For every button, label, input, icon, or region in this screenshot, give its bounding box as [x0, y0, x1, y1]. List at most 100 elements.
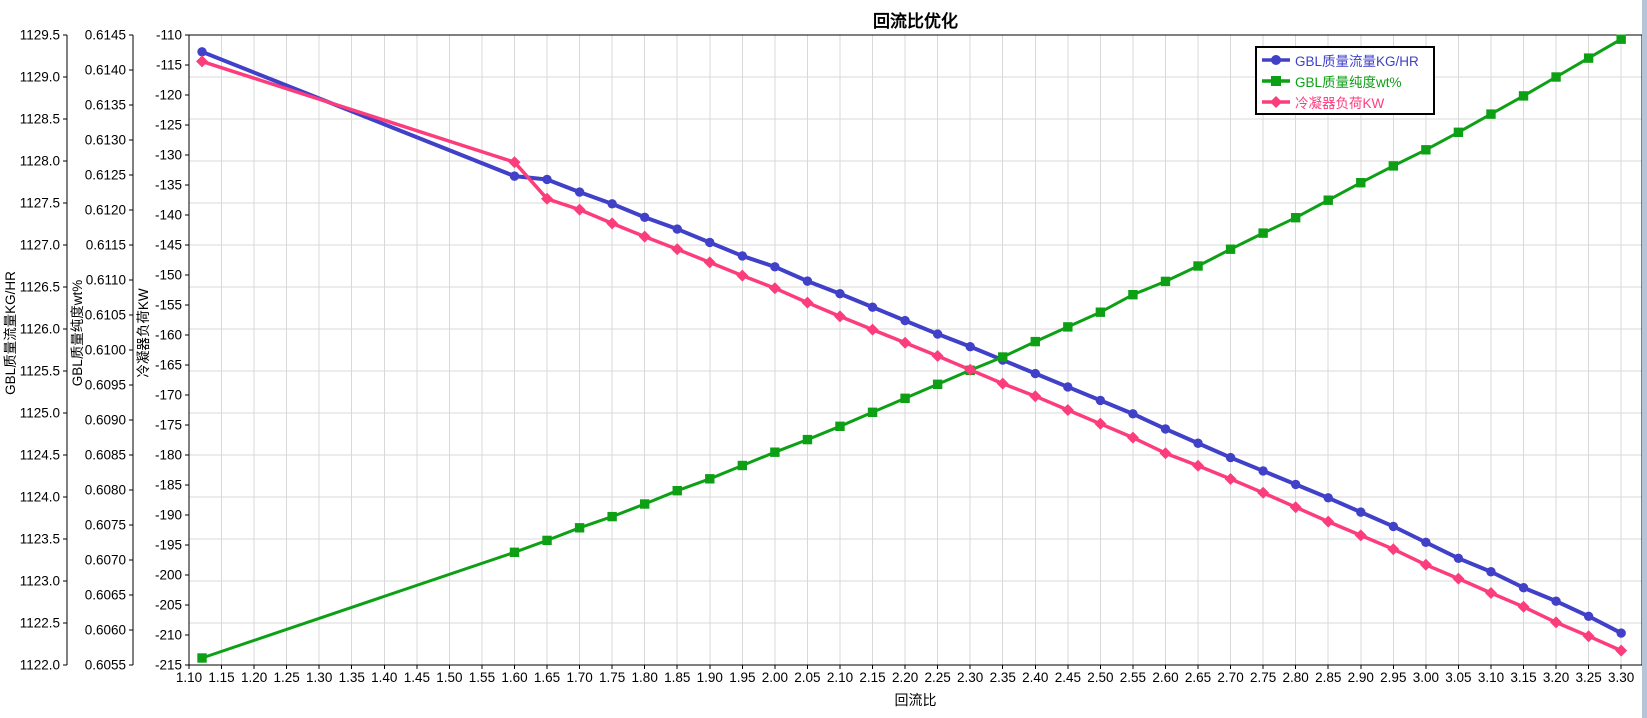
y-tick-label-condenser: -185: [155, 478, 182, 493]
marker-diamond: [671, 243, 684, 256]
marker-circle: [1616, 628, 1626, 638]
marker-square: [1193, 261, 1203, 271]
marker-circle: [1486, 567, 1496, 577]
marker-square: [1421, 145, 1431, 155]
y-tick-label-purity: 0.6110: [86, 273, 126, 288]
y-tick-label-flow: 1124.5: [20, 448, 60, 463]
x-tick-label: 2.95: [1380, 670, 1406, 685]
marker-circle: [574, 187, 585, 197]
marker-square: [574, 523, 585, 533]
marker-diamond: [1387, 543, 1400, 556]
marker-square: [542, 535, 552, 546]
marker-circle: [1421, 537, 1431, 548]
x-tick-label: 2.55: [1120, 670, 1146, 685]
x-tick-label: 1.95: [729, 670, 755, 685]
x-tick-label: 1.35: [339, 670, 365, 685]
marker-circle: [1356, 507, 1366, 517]
marker-square: [1583, 53, 1594, 63]
marker-diamond: [931, 350, 944, 362]
marker-diamond: [1452, 572, 1465, 585]
x-axis-title: 回流比: [894, 692, 937, 708]
marker-square: [932, 379, 943, 389]
marker-square: [509, 547, 520, 557]
marker-circle: [1030, 368, 1040, 379]
marker-diamond: [1484, 587, 1497, 599]
x-tick-label: 3.30: [1608, 670, 1634, 685]
marker-circle: [1453, 553, 1464, 564]
marker-diamond: [1094, 417, 1107, 430]
y-tick-label-flow: 1128.5: [20, 112, 60, 127]
marker-diamond: [833, 310, 846, 323]
marker-square: [1030, 336, 1040, 347]
x-tick-label: 1.70: [566, 670, 592, 685]
y-tick-label-condenser: -135: [155, 178, 182, 193]
y-tick-label-purity: 0.6105: [85, 308, 126, 323]
marker-square: [1453, 127, 1464, 137]
marker-diamond: [1224, 473, 1237, 485]
legend-item-purity: GBL质量纯度wt%: [1261, 70, 1429, 91]
marker-square: [802, 434, 813, 445]
x-tick-label: 2.80: [1283, 670, 1309, 685]
marker-circle: [737, 251, 748, 261]
marker-diamond: [768, 282, 781, 295]
y-tick-label-condenser: -215: [155, 658, 182, 673]
y-tick-label-purity: 0.6100: [85, 343, 126, 358]
marker-square: [770, 447, 780, 457]
y-tick-label-condenser: -175: [155, 418, 182, 433]
x-tick-label: 2.05: [794, 670, 820, 685]
marker-circle: [867, 302, 878, 312]
marker-diamond: [1550, 616, 1563, 629]
y-tick-label-condenser: -165: [155, 358, 182, 373]
marker-diamond: [573, 203, 586, 216]
chart-title: 回流比优化: [873, 12, 958, 31]
y-tick-label-condenser: -205: [155, 598, 182, 613]
marker-square: [705, 474, 715, 484]
y-tick-label-condenser: -210: [155, 628, 182, 643]
x-tick-label: 1.60: [501, 670, 527, 685]
x-tick-label: 1.10: [176, 670, 202, 685]
marker-diamond: [1257, 486, 1270, 499]
x-tick-label: 2.70: [1217, 670, 1243, 685]
marker-circle: [965, 341, 975, 352]
x-tick-label: 1.55: [469, 670, 495, 685]
y-tick-label-purity: 0.6070: [85, 553, 126, 568]
marker-square: [1551, 72, 1561, 82]
marker-circle: [1193, 438, 1203, 448]
marker-diamond: [196, 55, 209, 68]
x-tick-label: 2.85: [1315, 670, 1341, 685]
y-tick-label-purity: 0.6125: [85, 168, 126, 183]
marker-diamond: [703, 256, 716, 269]
y-tick-label-flow: 1126.0: [20, 322, 60, 337]
x-tick-label: 3.00: [1413, 670, 1439, 685]
y-tick-label-condenser: -140: [155, 208, 182, 223]
marker-circle: [1160, 424, 1171, 434]
marker-square: [672, 486, 682, 496]
marker-diamond: [1354, 529, 1367, 542]
x-tick-label: 2.90: [1348, 670, 1374, 685]
x-tick-label: 1.90: [697, 670, 723, 685]
y-tick-label-purity: 0.6080: [85, 483, 126, 498]
y-tick-label-condenser: -150: [155, 268, 182, 283]
marker-diamond: [1517, 600, 1530, 613]
marker-square: [1616, 34, 1626, 44]
y-tick-label-purity: 0.6075: [85, 518, 126, 533]
x-tick-label: 1.25: [274, 670, 300, 685]
y-tick-label-condenser: -110: [156, 28, 182, 43]
y-tick-label-purity: 0.6065: [85, 588, 126, 603]
x-tick-label: 3.05: [1445, 670, 1471, 685]
y-tick-label-condenser: -200: [155, 568, 182, 583]
x-tick-label: 3.10: [1478, 670, 1504, 685]
marker-circle: [197, 47, 207, 57]
y-tick-label-condenser: -130: [155, 148, 182, 163]
marker-square: [1128, 290, 1138, 300]
marker-circle: [835, 289, 845, 299]
marker-diamond: [1159, 447, 1172, 460]
y-tick-label-condenser: -120: [155, 88, 182, 103]
marker-square: [900, 393, 910, 403]
y-tick-label-flow: 1129.5: [20, 28, 60, 43]
x-tick-label: 3.15: [1510, 670, 1536, 685]
x-tick-label: 2.60: [1152, 670, 1178, 685]
y-tick-label-condenser: -115: [156, 58, 182, 73]
marker-circle: [1551, 596, 1561, 606]
